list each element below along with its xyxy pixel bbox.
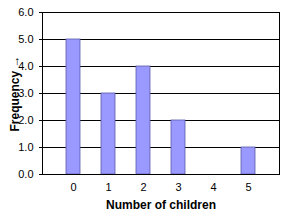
svg-text:3: 3 xyxy=(175,181,181,193)
svg-text:6.0: 6.0 xyxy=(18,6,33,18)
svg-text:5: 5 xyxy=(245,181,251,193)
svg-text:0.0: 0.0 xyxy=(18,168,33,180)
svg-text:4.0: 4.0 xyxy=(18,60,34,72)
svg-text:3.0: 3.0 xyxy=(18,87,34,99)
svg-text:Frequency →: Frequency → xyxy=(8,55,22,131)
svg-text:2: 2 xyxy=(140,181,146,193)
svg-text:0: 0 xyxy=(70,181,76,193)
svg-text:1.0: 1.0 xyxy=(18,141,33,153)
svg-text:1: 1 xyxy=(105,181,111,193)
svg-text:5.0: 5.0 xyxy=(18,33,33,45)
svg-text:2.0: 2.0 xyxy=(18,114,34,126)
svg-text:Number of children: Number of children xyxy=(106,198,216,212)
svg-text:4: 4 xyxy=(210,181,216,193)
